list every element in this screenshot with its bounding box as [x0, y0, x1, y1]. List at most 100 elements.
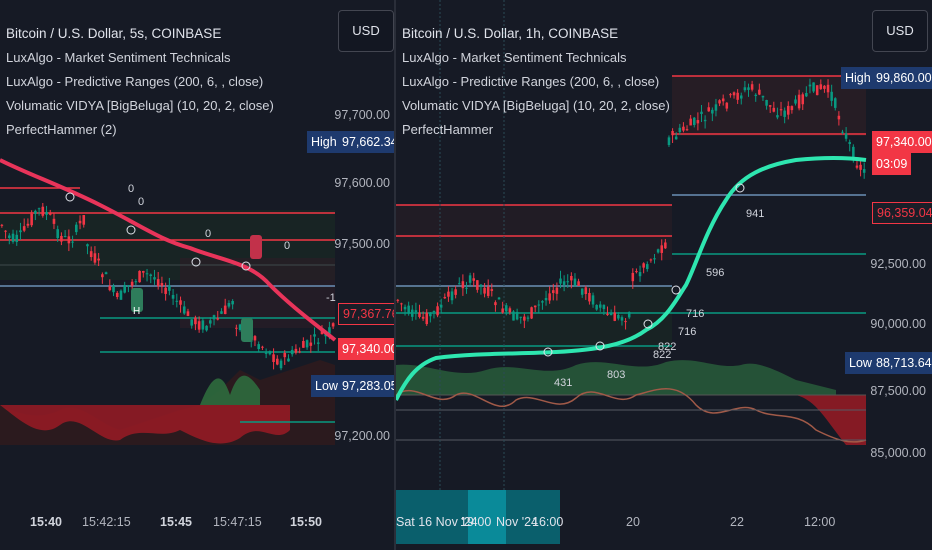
- candle-body: [505, 305, 508, 312]
- candle-body: [530, 307, 533, 319]
- price-label: 87,500.00: [870, 384, 926, 398]
- candle-body: [425, 312, 428, 325]
- time-label: 15:47:15: [213, 515, 262, 529]
- time-label: 19:00: [460, 515, 492, 529]
- left-candles: [0, 202, 335, 371]
- candle-body: [656, 249, 660, 253]
- legend-left: Bitcoin / U.S. Dollar, 5s, COINBASE LuxA…: [6, 22, 274, 142]
- candle-body: [479, 284, 483, 287]
- indicator-name[interactable]: LuxAlgo - Predictive Ranges (200, 6, , c…: [6, 74, 264, 89]
- candle-body: [599, 304, 602, 308]
- candle-body: [664, 242, 667, 249]
- sentiment-red-area: [796, 395, 866, 445]
- candle-body: [22, 226, 26, 231]
- candle-body: [400, 303, 403, 305]
- zone-red: [396, 205, 672, 260]
- time-label: 22: [730, 515, 744, 529]
- candle-body: [765, 100, 768, 106]
- indicator-name[interactable]: PerfectHammer: [402, 122, 494, 137]
- candle-body: [454, 289, 457, 295]
- candle-body: [552, 290, 555, 294]
- high-value: 97,662.34: [338, 131, 394, 153]
- indicator-name[interactable]: LuxAlgo - Market Sentiment Technicals: [6, 50, 231, 65]
- candle-body: [149, 274, 153, 276]
- candle-body: [175, 300, 179, 302]
- symbol-title[interactable]: Bitcoin / U.S. Dollar, 1h, COINBASE: [402, 26, 619, 41]
- candle-body: [268, 351, 272, 355]
- time-label: 20: [626, 515, 640, 529]
- candle-body: [646, 264, 649, 270]
- candle-body: [86, 244, 89, 247]
- high-label: High: [307, 131, 341, 153]
- candle-body: [725, 102, 729, 109]
- candle-body: [142, 271, 145, 273]
- indicator-name[interactable]: LuxAlgo - Market Sentiment Technicals: [402, 50, 627, 65]
- price-label: 97,200.00: [334, 429, 390, 443]
- candle-body: [512, 311, 515, 321]
- candle-body: [34, 210, 37, 214]
- indicator-name[interactable]: Volumatic VIDYA [BigBeluga] (10, 20, 2, …: [402, 98, 670, 113]
- candle-body: [671, 130, 674, 136]
- candle-body: [276, 358, 279, 365]
- candle-body: [67, 236, 71, 244]
- symbol-title[interactable]: Bitcoin / U.S. Dollar, 5s, COINBASE: [6, 26, 222, 41]
- candle-body: [486, 286, 490, 296]
- time-label: Nov '24: [496, 515, 538, 529]
- candle-body: [78, 220, 82, 224]
- hammer-letter: H: [133, 306, 141, 317]
- right-chart-canvas[interactable]: [396, 0, 932, 550]
- time-label: 12:00: [804, 515, 836, 529]
- last-price-tag: 97,340.00: [872, 131, 932, 153]
- candle-body: [526, 317, 530, 319]
- candle-body: [685, 129, 689, 131]
- candle-body: [403, 306, 407, 310]
- candle-body: [472, 278, 475, 281]
- candle-body: [298, 351, 301, 353]
- pane-divider[interactable]: [394, 0, 396, 550]
- candle-body: [418, 312, 421, 317]
- high-label: High: [841, 67, 875, 89]
- candle-body: [261, 346, 264, 348]
- candle-body: [823, 85, 826, 89]
- candle-body: [772, 107, 776, 112]
- candle-body: [682, 126, 685, 131]
- sentiment-red-fill: [0, 405, 290, 444]
- vidya-line-right: [396, 156, 867, 401]
- high-value: 99,860.00: [872, 67, 932, 89]
- indicator-name[interactable]: LuxAlgo - Predictive Ranges (200, 6, , c…: [402, 74, 660, 89]
- candle-body: [830, 91, 833, 101]
- currency-button[interactable]: USD: [872, 10, 928, 52]
- chart-pane-left[interactable]: Bitcoin / U.S. Dollar, 5s, COINBASE LuxA…: [0, 0, 394, 550]
- indicator-name[interactable]: PerfectHammer (2): [6, 122, 117, 137]
- candle-body: [660, 245, 663, 253]
- candle-body: [721, 98, 725, 102]
- candle-body: [209, 320, 212, 324]
- candle-body: [852, 146, 855, 161]
- candle-body: [75, 224, 78, 233]
- annotation: 0: [138, 196, 145, 208]
- annotation: 822: [653, 349, 672, 361]
- candle-body: [483, 287, 486, 294]
- left-chart-canvas[interactable]: [0, 0, 394, 550]
- candle-body: [609, 312, 613, 316]
- candle-body: [272, 354, 275, 362]
- candle-body: [837, 115, 841, 120]
- annotation: 822: [658, 341, 677, 353]
- currency-button[interactable]: USD: [338, 10, 394, 52]
- candle-body: [703, 119, 707, 122]
- chart-pane-right[interactable]: Bitcoin / U.S. Dollar, 1h, COINBASE LuxA…: [396, 0, 932, 550]
- candle-body: [186, 311, 190, 316]
- candle-body: [264, 352, 268, 354]
- candle-body: [432, 311, 436, 313]
- low-label: Low: [311, 375, 342, 397]
- candle-body: [819, 84, 823, 90]
- candle-body: [443, 297, 447, 299]
- candle-body: [71, 241, 74, 243]
- candle-body: [570, 275, 573, 281]
- annotation: 0: [284, 240, 291, 252]
- indicator-name[interactable]: Volumatic VIDYA [BigBeluga] (10, 20, 2, …: [6, 98, 274, 113]
- annotation: 716: [686, 308, 705, 320]
- candle-body: [544, 298, 548, 301]
- candle-body: [331, 323, 335, 327]
- candle-body: [37, 208, 41, 210]
